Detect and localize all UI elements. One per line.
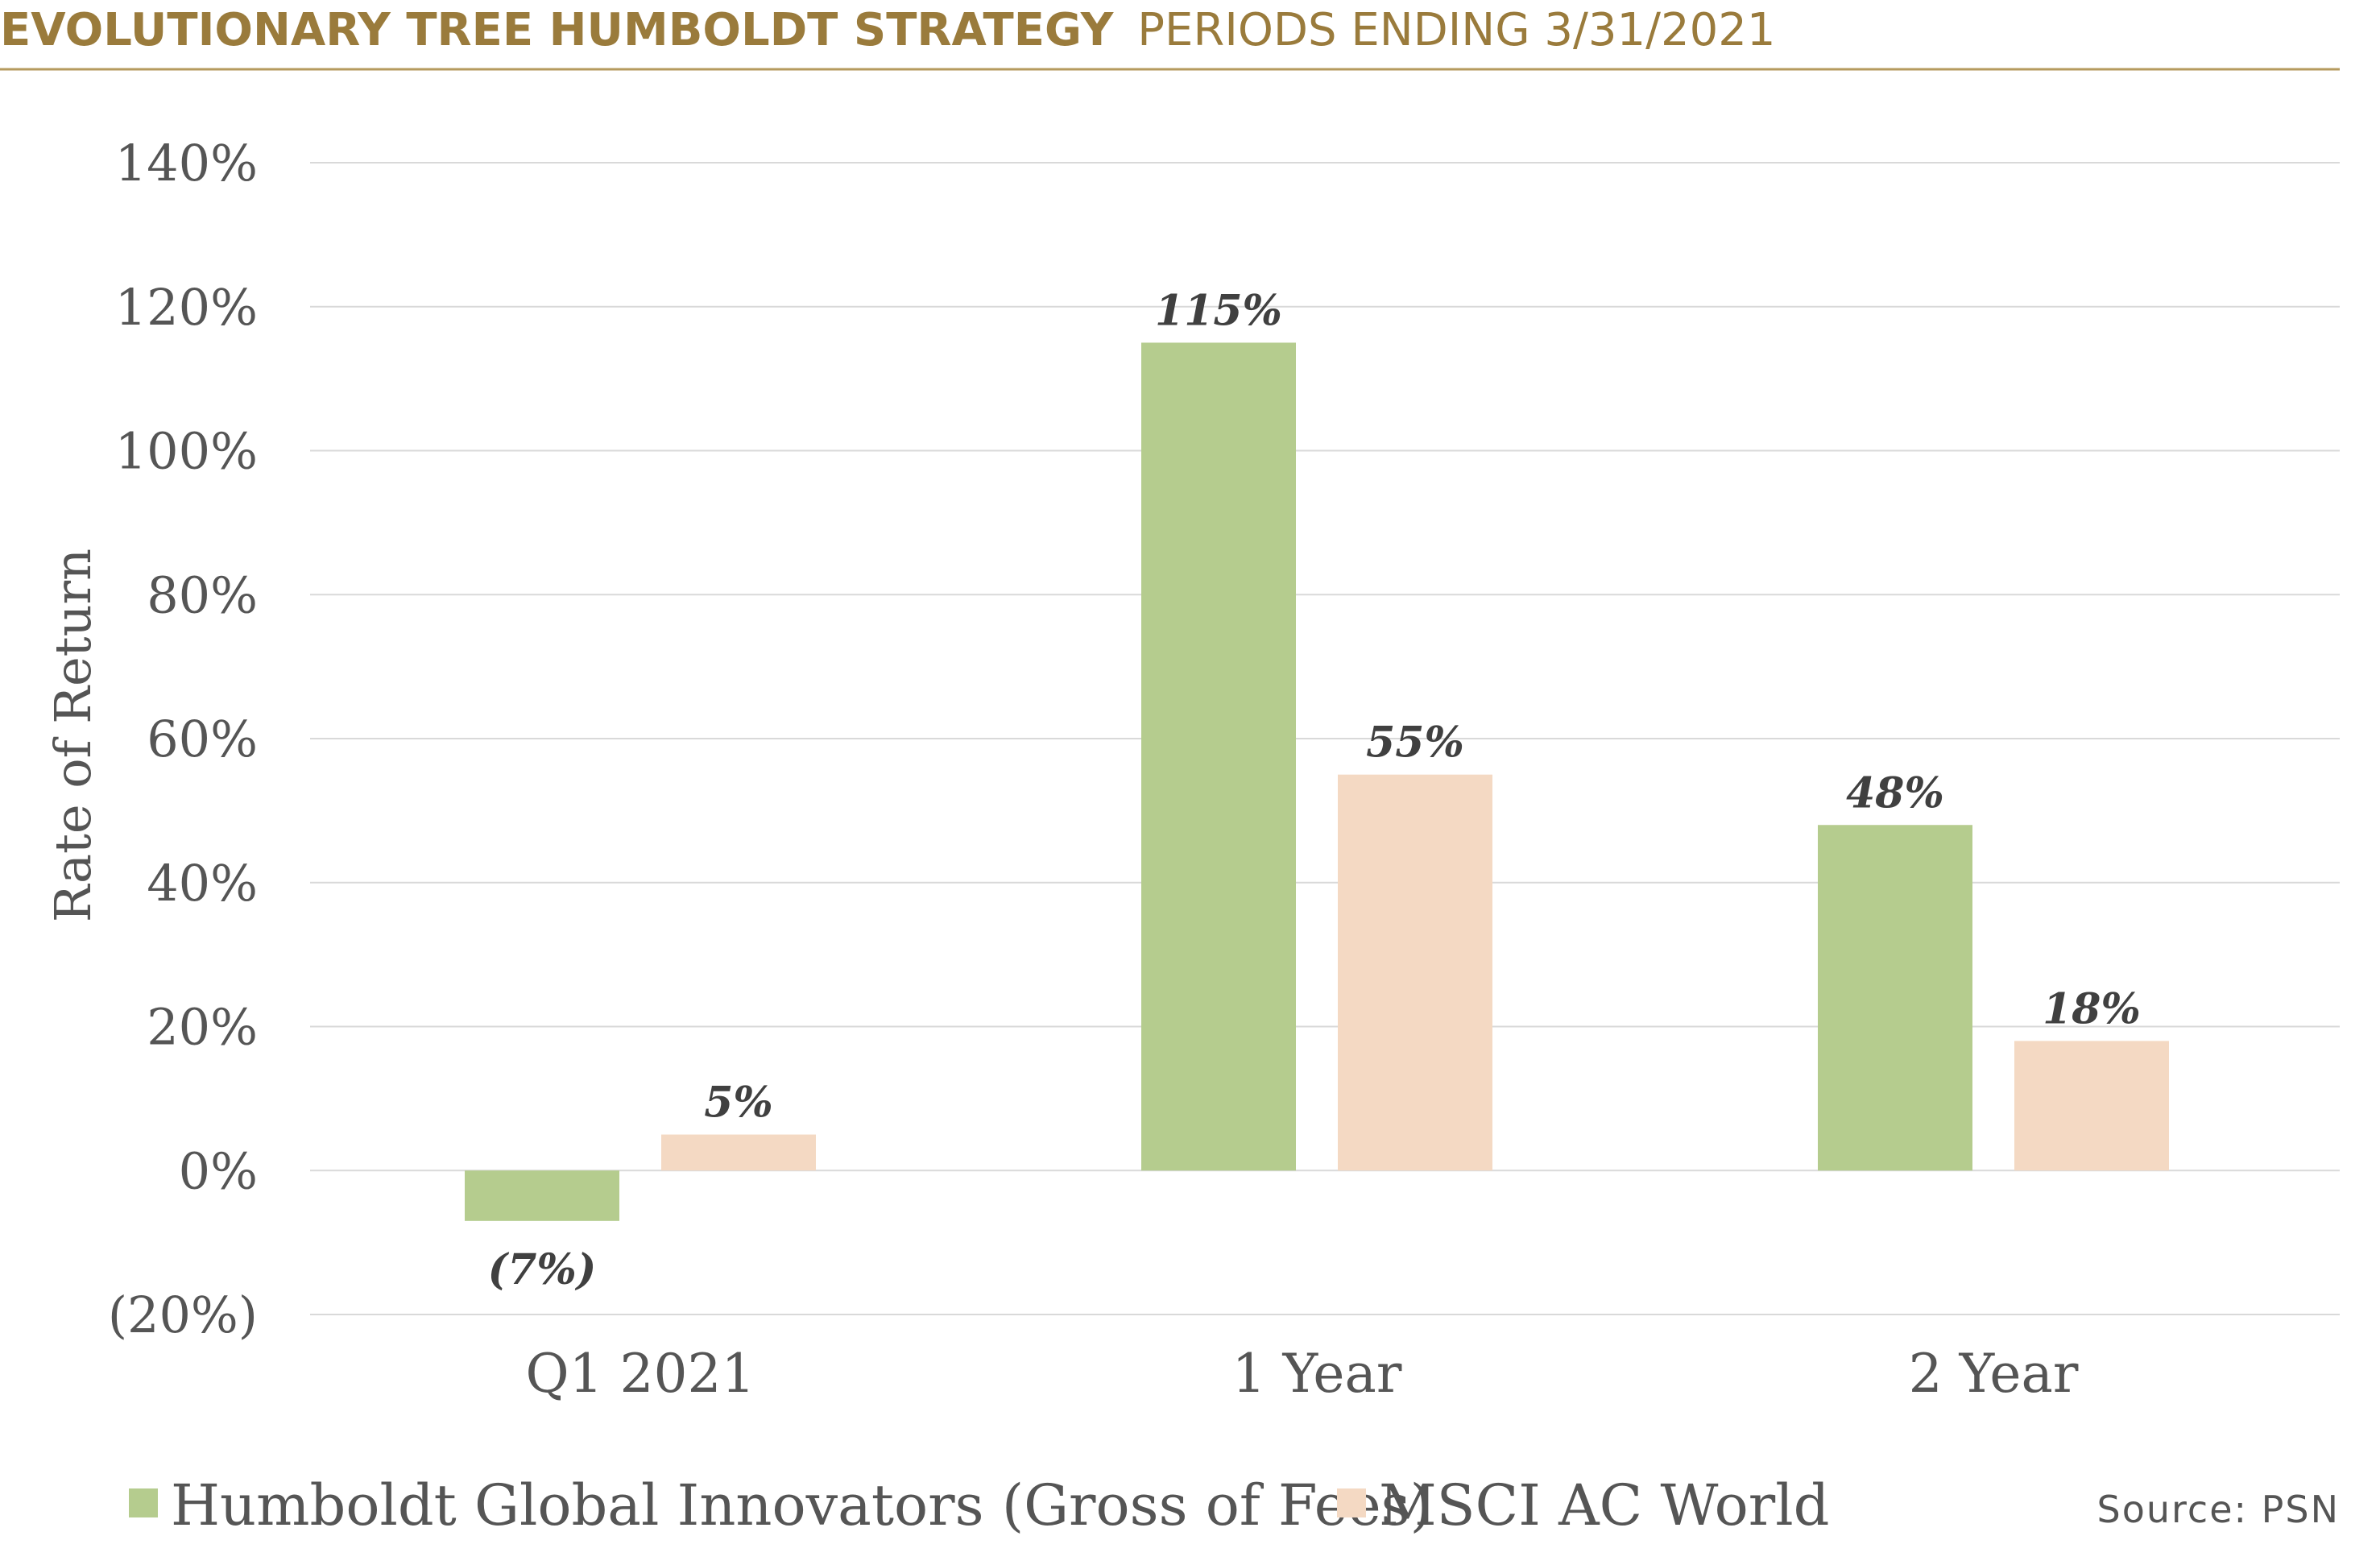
bar-msci-0 — [661, 1134, 816, 1171]
bar-humboldt-2 — [1818, 825, 1972, 1171]
x-tick-label: 2 Year — [1909, 1343, 2079, 1405]
data-label: (7%) — [488, 1245, 597, 1294]
bar-msci-2 — [2014, 1041, 2169, 1171]
data-labels: (7%) 5% 115% 55% 48% 18% — [488, 286, 2141, 1294]
bar-msci-1 — [1338, 774, 1492, 1171]
y-tick-label: 60% — [147, 710, 258, 768]
legend-label: MSCI AC World — [1379, 1472, 1829, 1538]
legend-label: Humboldt Global Innovators (Gross of Fee… — [171, 1472, 1432, 1538]
x-tick-label: 1 Year — [1232, 1343, 1402, 1405]
data-label: 18% — [2043, 984, 2141, 1033]
gridlines — [310, 162, 2340, 1315]
source-note: Source: PSN — [2097, 1488, 2340, 1531]
chart-title-light: PERIODS ENDING 3/31/2021 — [1137, 4, 1775, 56]
x-tick-label: Q1 2021 — [525, 1343, 755, 1405]
y-tick-label: 100% — [115, 422, 258, 481]
bar-humboldt-0 — [465, 1170, 619, 1221]
y-axis-label: Rate of Return — [43, 549, 102, 922]
y-tick-label: (20%) — [108, 1286, 258, 1344]
data-label: 48% — [1846, 768, 1944, 818]
y-tick-label: 0% — [179, 1141, 258, 1200]
y-tick-label: 140% — [115, 134, 258, 193]
chart-header: EVOLUTIONARY TREE HUMBOLDT STRATEGY PERI… — [0, 4, 2340, 71]
data-label: 55% — [1366, 718, 1464, 768]
legend-swatch — [129, 1488, 158, 1517]
y-axis-ticks: 140% 120% 100% 80% 60% 40% 20% 0% (20%) — [108, 134, 258, 1344]
bars — [465, 342, 2169, 1221]
y-tick-label: 120% — [115, 278, 258, 337]
y-tick-label: 80% — [147, 565, 258, 624]
x-axis-ticks: Q1 2021 1 Year 2 Year — [525, 1343, 2078, 1405]
chart-title-bold: EVOLUTIONARY TREE HUMBOLDT STRATEGY — [0, 4, 1115, 56]
chart-title: EVOLUTIONARY TREE HUMBOLDT STRATEGY PERI… — [0, 4, 1776, 56]
legend: Humboldt Global Innovators (Gross of Fee… — [129, 1472, 1829, 1538]
data-label: 5% — [704, 1079, 773, 1128]
bar-humboldt-1 — [1141, 342, 1296, 1171]
legend-swatch — [1337, 1488, 1366, 1517]
data-label: 115% — [1155, 286, 1282, 335]
y-tick-label: 40% — [147, 854, 258, 913]
y-tick-label: 20% — [147, 998, 258, 1057]
